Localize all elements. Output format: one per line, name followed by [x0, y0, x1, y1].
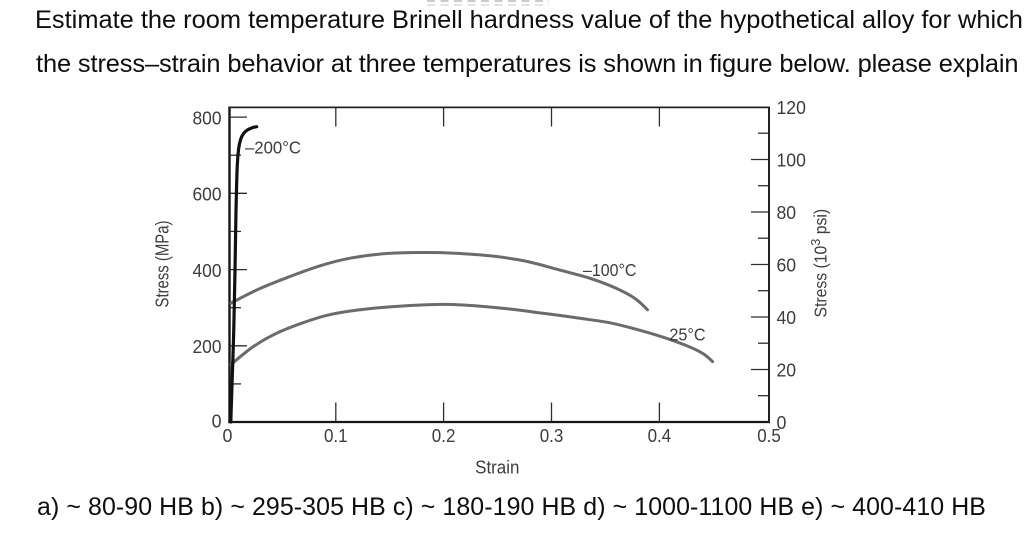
svg-text:Strain: Strain	[475, 456, 519, 477]
svg-text:80: 80	[777, 203, 797, 223]
svg-text:0: 0	[223, 426, 233, 446]
svg-text:120: 120	[777, 98, 806, 118]
svg-text:0.2: 0.2	[432, 426, 456, 446]
svg-text:200: 200	[193, 337, 222, 357]
svg-text:100: 100	[777, 150, 806, 170]
svg-text:0.5: 0.5	[757, 426, 781, 446]
svg-text:Stress (MPa): Stress (MPa)	[152, 221, 173, 308]
svg-text:0.4: 0.4	[648, 426, 672, 446]
svg-text:25°C: 25°C	[669, 324, 705, 344]
svg-text:0.1: 0.1	[324, 426, 348, 446]
svg-text:60: 60	[777, 255, 797, 275]
svg-text:40: 40	[777, 308, 797, 328]
svg-text:0: 0	[777, 413, 787, 433]
svg-text:–100°C: –100°C	[583, 260, 636, 280]
svg-text:400: 400	[193, 261, 222, 281]
svg-text:0.3: 0.3	[540, 426, 564, 446]
svg-text:–200°C: –200°C	[245, 138, 301, 158]
svg-text:600: 600	[193, 185, 222, 205]
svg-text:0: 0	[212, 412, 222, 432]
svg-text:20: 20	[777, 360, 797, 380]
svg-text:Stress (103 psi): Stress (103 psi)	[809, 209, 830, 318]
svg-text:800: 800	[193, 109, 222, 129]
